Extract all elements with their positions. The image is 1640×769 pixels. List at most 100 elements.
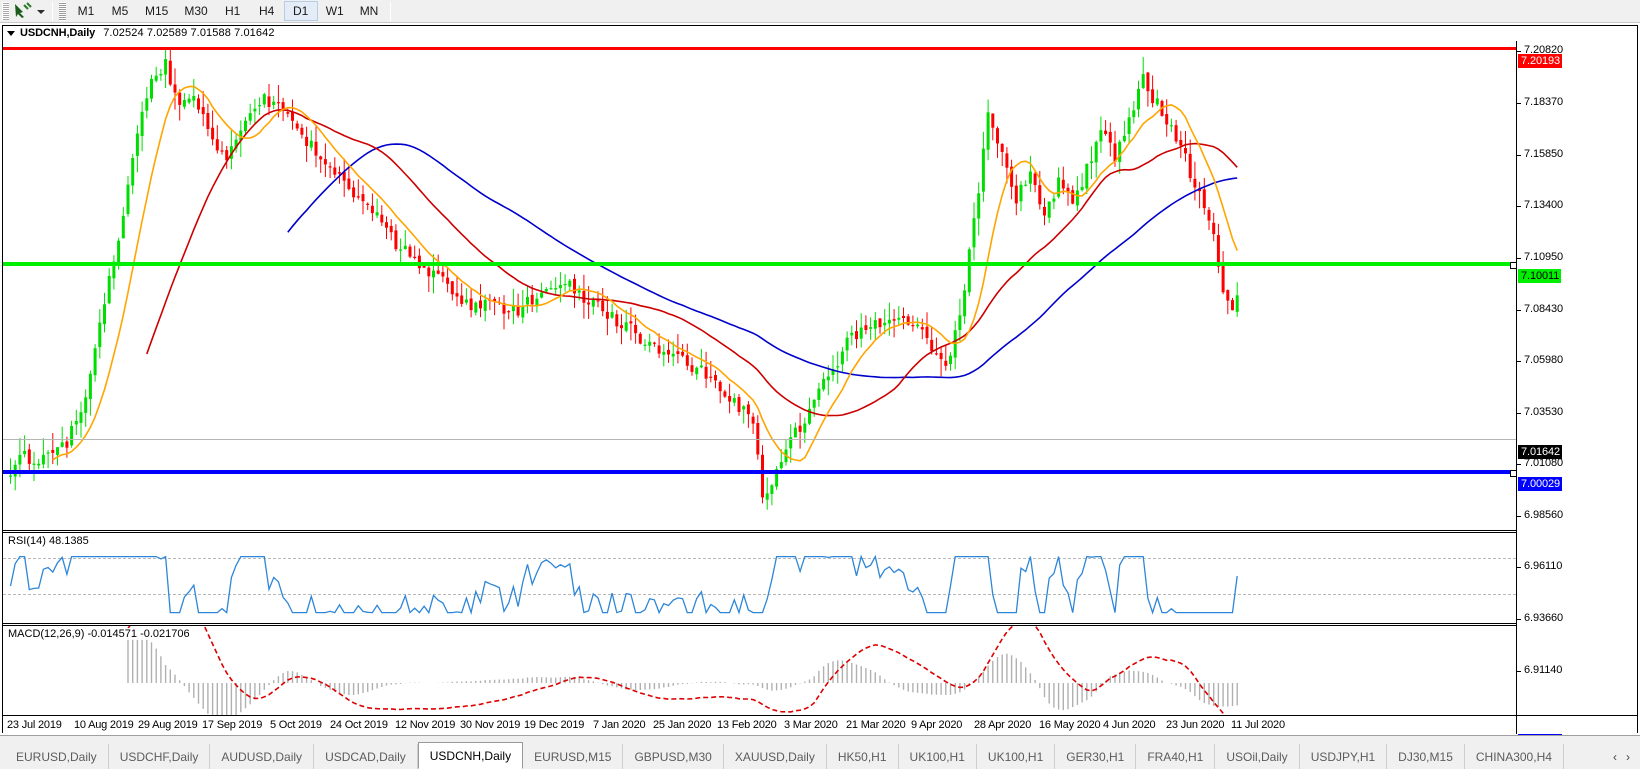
price-axis-label: 6.93660 <box>1524 612 1564 624</box>
timeframe-button-mn[interactable]: MN <box>359 4 379 18</box>
date-axis-label: 29 Aug 2019 <box>138 719 198 731</box>
price-axis-label: 7.01080 <box>1524 457 1564 469</box>
current-price-line <box>3 439 1516 440</box>
price-level-badge[interactable]: 7.10011 <box>1518 269 1562 283</box>
date-axis-label: 3 Mar 2020 <box>784 719 838 731</box>
rsi-indicator-label: RSI(14) 48.1385 <box>8 535 89 547</box>
price-axis-tick: 7.20193 <box>1517 54 1637 68</box>
timeframe-toolbar-grip[interactable] <box>59 1 66 21</box>
axis-tick-mark <box>1517 619 1521 620</box>
chart-window: USDCNH,Daily 7.02524 7.02589 7.01588 7.0… <box>0 23 1640 769</box>
chart-inner-frame: USDCNH,Daily 7.02524 7.02589 7.01588 7.0… <box>2 25 1638 769</box>
timeframe-button-m30[interactable]: M30 <box>184 4 208 18</box>
chart-menu-caret-icon[interactable] <box>7 30 15 36</box>
axis-tick-mark <box>1517 206 1521 207</box>
chart-tab-usdcnh-daily[interactable]: USDCNH,Daily <box>417 742 524 769</box>
chart-tab-uk100-h1[interactable]: UK100,H1 <box>977 744 1056 769</box>
chart-tab-ger30-h1[interactable]: GER30,H1 <box>1055 744 1137 769</box>
chart-tab-audusd-daily[interactable]: AUDUSD,Daily <box>210 744 315 769</box>
price-candles-layer <box>9 48 1239 510</box>
macd-indicator-label: MACD(12,26,9) -0.014571 -0.021706 <box>8 628 190 640</box>
date-axis-label: 25 Jan 2020 <box>653 719 712 731</box>
timeframe-button-h1[interactable]: H1 <box>225 4 241 18</box>
toolbar-separator-end <box>390 1 392 21</box>
date-axis-label: 23 Jul 2019 <box>7 719 62 731</box>
macd-layer <box>127 626 1238 715</box>
timeframe-button-m15[interactable]: M15 <box>145 4 169 18</box>
chart-tab-eurusd-daily[interactable]: EURUSD,Daily <box>5 744 109 769</box>
date-axis-label: 23 Jun 2020 <box>1166 719 1225 731</box>
price-axis-tick: 6.98560 <box>1517 509 1637 521</box>
date-axis-corner <box>1516 715 1637 734</box>
date-axis-label: 9 Apr 2020 <box>911 719 963 731</box>
chart-tab-dj30-m15[interactable]: DJ30,M15 <box>1387 744 1465 769</box>
date-axis-label: 12 Nov 2019 <box>395 719 456 731</box>
price-axis-label: 6.98560 <box>1524 509 1564 521</box>
timeframe-button-m5[interactable]: M5 <box>111 4 129 18</box>
rsi-pane[interactable]: RSI(14) 48.1385 <box>3 532 1516 624</box>
axis-tick-mark <box>1517 567 1521 568</box>
price-level-badge[interactable]: 7.20193 <box>1518 54 1563 68</box>
price-axis-label: 7.05980 <box>1524 354 1564 366</box>
chart-tab-usdcad-daily[interactable]: USDCAD,Daily <box>314 744 418 769</box>
date-axis-label: 7 Jan 2020 <box>593 719 646 731</box>
toolbar-grip[interactable] <box>2 2 9 20</box>
resistance-line-green[interactable] <box>3 262 1516 269</box>
timeframe-button-w1[interactable]: W1 <box>325 4 344 18</box>
chart-ohlc-values: 7.02524 7.02589 7.01588 7.01642 <box>103 27 275 39</box>
support-line-blue[interactable] <box>3 470 1516 477</box>
chart-tab-bar: EURUSD,Daily USDCHF,Daily AUDUSD,Daily USDC… <box>0 735 1640 769</box>
axis-tick-mark <box>1517 155 1521 156</box>
chart-tab-gbpusd-m30[interactable]: GBPUSD,M30 <box>623 744 724 769</box>
tab-scroll-next-icon[interactable]: › <box>1626 749 1630 764</box>
price-axis-tick: 7.13400 <box>1517 199 1637 211</box>
level-handle-green[interactable] <box>1510 262 1516 269</box>
tab-scroll-prev-icon[interactable]: ‹ <box>1613 749 1617 764</box>
timeframe-button-m1[interactable]: M1 <box>77 4 95 18</box>
toolbar-separator <box>52 1 53 21</box>
date-axis-label: 5 Oct 2019 <box>270 719 322 731</box>
chart-tab-fra40-h1[interactable]: FRA40,H1 <box>1136 744 1216 769</box>
macd-pane[interactable]: MACD(12,26,9) -0.014571 -0.021706 <box>3 625 1516 715</box>
price-axis-tick: 6.93660 <box>1517 612 1637 624</box>
price-axis-tick: 7.03530 <box>1517 406 1637 418</box>
price-pane[interactable] <box>3 41 1516 531</box>
chart-tab-china300-h4[interactable]: CHINA300,H4 <box>1465 744 1564 769</box>
date-axis-label: 17 Sep 2019 <box>202 719 263 731</box>
chart-title-bar: USDCNH,Daily 7.02524 7.02589 7.01588 7.0… <box>3 26 1637 40</box>
price-level-badge[interactable]: 7.01642 <box>1518 445 1563 459</box>
date-axis-label: 21 Mar 2020 <box>846 719 906 731</box>
chart-tab-hk50-h1[interactable]: HK50,H1 <box>827 744 899 769</box>
timeframe-button-group: M1 M5 M15 M30 H1 H4 D1 W1 MN <box>69 1 386 21</box>
price-axis-label: 6.96110 <box>1524 560 1563 572</box>
axis-tick-mark <box>1517 258 1521 259</box>
price-axis-tick: 7.15850 <box>1517 148 1637 160</box>
price-axis-tick: 6.91140 <box>1517 664 1637 676</box>
chevron-down-icon[interactable] <box>34 1 48 21</box>
price-axis-tick: 7.05980 <box>1517 354 1637 366</box>
date-axis[interactable]: 23 Jul 2019 10 Aug 2019 29 Aug 2019 17 Sep … <box>3 715 1516 734</box>
chart-tab-eurusd-m15[interactable]: EURUSD,M15 <box>523 744 624 769</box>
price-axis-tick: 7.00029 <box>1517 477 1637 491</box>
chart-tab-uk100-h1[interactable]: UK100,H1 <box>899 744 977 769</box>
timeframe-button-h4[interactable]: H4 <box>259 4 275 18</box>
date-axis-label: 16 May 2020 <box>1039 719 1101 731</box>
resistance-line-red[interactable] <box>3 47 1516 50</box>
axis-tick-mark <box>1517 310 1521 311</box>
date-axis-label: 11 Jul 2020 <box>1231 719 1285 731</box>
chart-tab-usoil-daily[interactable]: USOil,Daily <box>1215 744 1300 769</box>
chart-tab-usdjpy-h1[interactable]: USDJPY,H1 <box>1300 744 1388 769</box>
crosshair-cursor-icon[interactable] <box>12 1 34 21</box>
top-toolbar: M1 M5 M15 M30 H1 H4 D1 W1 MN <box>0 0 1640 23</box>
price-axis-label: 7.20820 <box>1524 44 1564 56</box>
tab-scroll-controls: ‹ › <box>1613 744 1634 769</box>
tab-list: EURUSD,Daily USDCHF,Daily AUDUSD,Daily USDC… <box>5 742 1564 769</box>
price-axis[interactable]: 7.20820 7.20193 7.18370 7.15850 7.13400 7.109… <box>1516 41 1637 769</box>
axis-tick-mark <box>1517 361 1521 362</box>
timeframe-button-d1[interactable]: D1 <box>283 1 318 21</box>
rsi-oversold-level <box>3 594 1516 595</box>
chart-tab-usdchf-daily[interactable]: USDCHF,Daily <box>109 744 211 769</box>
chart-tab-xauusd-daily[interactable]: XAUUSD,Daily <box>724 744 827 769</box>
price-level-badge[interactable]: 7.00029 <box>1518 477 1563 491</box>
level-handle-blue[interactable] <box>1510 470 1516 477</box>
